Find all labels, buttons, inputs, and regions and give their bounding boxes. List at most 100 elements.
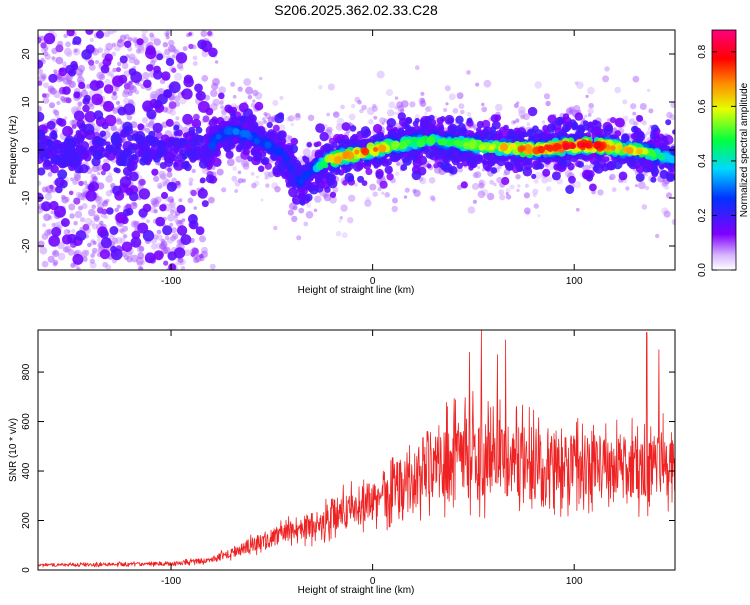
spectral-point <box>78 81 86 89</box>
spectrogram-x-label: Height of straight line (km) <box>298 285 415 296</box>
spectral-point <box>137 266 144 270</box>
spectral-point <box>411 136 418 144</box>
spectral-point <box>509 184 515 190</box>
spectral-point <box>97 182 105 190</box>
colorbar-gradient <box>711 29 737 271</box>
spectral-point <box>443 107 448 113</box>
spectral-point <box>287 209 294 216</box>
spectral-point <box>129 85 137 93</box>
spectral-point <box>445 102 449 106</box>
spectral-point <box>170 227 177 234</box>
spectral-point <box>202 115 210 123</box>
spectral-point <box>65 150 72 158</box>
spectral-point <box>110 124 117 132</box>
spectral-point <box>272 99 279 106</box>
spectral-point <box>485 165 491 172</box>
spectral-point <box>47 85 55 93</box>
spectral-point <box>180 234 192 246</box>
spectral-point <box>200 153 206 160</box>
spectral-point <box>49 184 54 190</box>
spectral-point <box>112 91 117 96</box>
spectrogram-y-tick-label: -20 <box>21 238 32 253</box>
spectral-point <box>121 241 133 253</box>
spectral-point <box>212 157 222 167</box>
spectral-point <box>526 128 537 138</box>
spectral-point <box>260 198 264 202</box>
spectral-point <box>215 133 222 140</box>
spectral-point <box>505 194 512 200</box>
spectral-point <box>131 230 141 240</box>
spectral-point <box>145 45 156 56</box>
spectral-point <box>182 113 194 125</box>
spectral-point <box>38 36 42 44</box>
spectral-point <box>574 81 579 85</box>
spectral-point <box>379 180 388 189</box>
spectral-point <box>281 154 290 163</box>
spectral-point <box>414 117 420 124</box>
spectral-point <box>138 188 151 200</box>
spectral-point <box>156 139 165 149</box>
spectral-point <box>194 83 203 93</box>
spectral-point <box>288 144 299 154</box>
spectral-point <box>465 155 475 165</box>
spectral-point <box>191 118 202 129</box>
spectral-point <box>231 175 238 182</box>
spectral-point <box>524 183 530 188</box>
spectral-point <box>167 167 172 173</box>
spectral-point <box>230 81 236 87</box>
spectral-point <box>232 94 237 99</box>
spectrogram-y-label: Frequency (Hz) <box>8 116 19 185</box>
spectral-point <box>486 192 495 201</box>
spectral-point <box>263 112 268 116</box>
spectral-point <box>235 155 243 163</box>
spectral-point <box>338 219 342 223</box>
spectral-point <box>47 172 53 177</box>
spectral-point <box>53 69 58 74</box>
spectral-point <box>56 101 61 105</box>
spectral-point <box>476 120 485 129</box>
spectral-point <box>577 161 584 168</box>
spectral-point <box>51 56 56 60</box>
spectral-point <box>42 223 47 228</box>
spectral-point <box>152 122 163 133</box>
spectral-point <box>123 103 136 115</box>
spectral-point <box>305 211 314 219</box>
spectral-point <box>182 46 188 52</box>
spectral-point <box>375 171 384 180</box>
spectral-point <box>207 31 213 36</box>
spectral-point <box>55 44 64 53</box>
spectral-point <box>212 98 220 107</box>
spectral-point <box>551 144 560 152</box>
spectral-point <box>365 168 373 176</box>
spectral-point <box>412 188 417 194</box>
spectral-point <box>153 234 159 240</box>
spectral-point <box>237 170 242 175</box>
spectral-point <box>638 181 646 190</box>
spectral-point <box>65 97 72 104</box>
spectral-point <box>336 156 343 162</box>
spectral-point <box>471 182 480 191</box>
spectral-point <box>368 119 374 125</box>
spectral-point <box>445 151 454 160</box>
spectral-point <box>296 235 302 241</box>
spectral-point <box>672 129 675 135</box>
spectral-point <box>228 140 235 147</box>
spectral-point <box>629 118 636 125</box>
spectral-point <box>495 103 503 112</box>
spectral-point <box>414 114 421 120</box>
spectral-point <box>399 141 408 150</box>
spectral-point <box>80 192 86 198</box>
spectral-point <box>190 189 197 197</box>
spectral-point <box>139 157 148 166</box>
spectral-point <box>137 252 145 260</box>
spectral-point <box>43 82 49 89</box>
spectral-point <box>575 129 585 139</box>
spectral-point <box>159 173 167 180</box>
spectral-point <box>180 265 186 270</box>
spectral-point <box>71 63 79 71</box>
spectral-point <box>186 148 197 158</box>
spectral-point <box>51 222 56 228</box>
spectral-point <box>420 121 429 130</box>
spectral-point <box>466 117 473 124</box>
spectral-point <box>198 159 208 169</box>
